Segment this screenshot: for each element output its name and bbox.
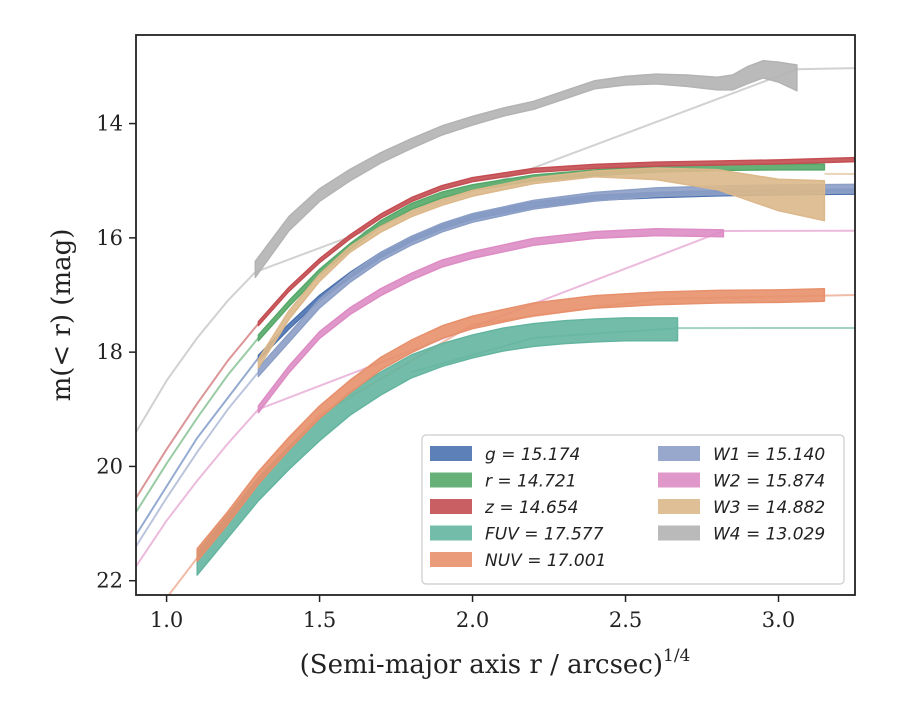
legend-label-g: g = 15.174 [485,445,580,465]
legend: g = 15.174 r = 14.721 z = 14.654 FUV = 17.5… [422,435,844,584]
y-tick-label: 22 [96,569,123,593]
y-tick-label: 16 [96,226,123,250]
x-tick-label: 2.5 [609,608,642,632]
legend-swatch-w2 [658,473,700,488]
legend-swatch-w3 [658,499,700,514]
x-axis-title-exponent: 1/4 [663,646,690,666]
legend-label-nuv: NUV = 17.001 [485,551,606,571]
legend-label-w4: W4 = 13.029 [713,525,825,545]
legend-swatch-z [430,499,472,514]
legend-swatch-nuv [430,552,472,567]
x-tick-label: 3.0 [762,608,795,632]
x-tick-label: 2.0 [456,608,489,632]
legend-swatch-g [430,446,472,461]
legend-label-fuv: FUV = 17.577 [485,525,604,545]
y-tick-label: 20 [96,454,123,478]
legend-label-r: r = 14.721 [485,472,577,492]
y-tick-label: 14 [96,112,123,136]
legend-swatch-w4 [658,526,700,541]
x-tick-label: 1.0 [150,608,183,632]
legend-swatch-r [430,473,472,488]
legend-label-w1: W1 = 15.140 [713,445,825,465]
legend-swatch-w1 [658,446,700,461]
y-tick-label: 18 [96,340,123,364]
y-axis-title: m(< r) (mag) [47,229,77,402]
x-axis-title: (Semi-major axis r / arcsec)1/4 [300,646,691,680]
legend-label-w3: W3 = 14.882 [713,498,825,518]
legend-label-w2: W2 = 15.874 [713,472,825,492]
legend-label-z: z = 14.654 [484,498,578,518]
x-tick-label: 1.5 [303,608,336,632]
legend-swatch-fuv [430,526,472,541]
